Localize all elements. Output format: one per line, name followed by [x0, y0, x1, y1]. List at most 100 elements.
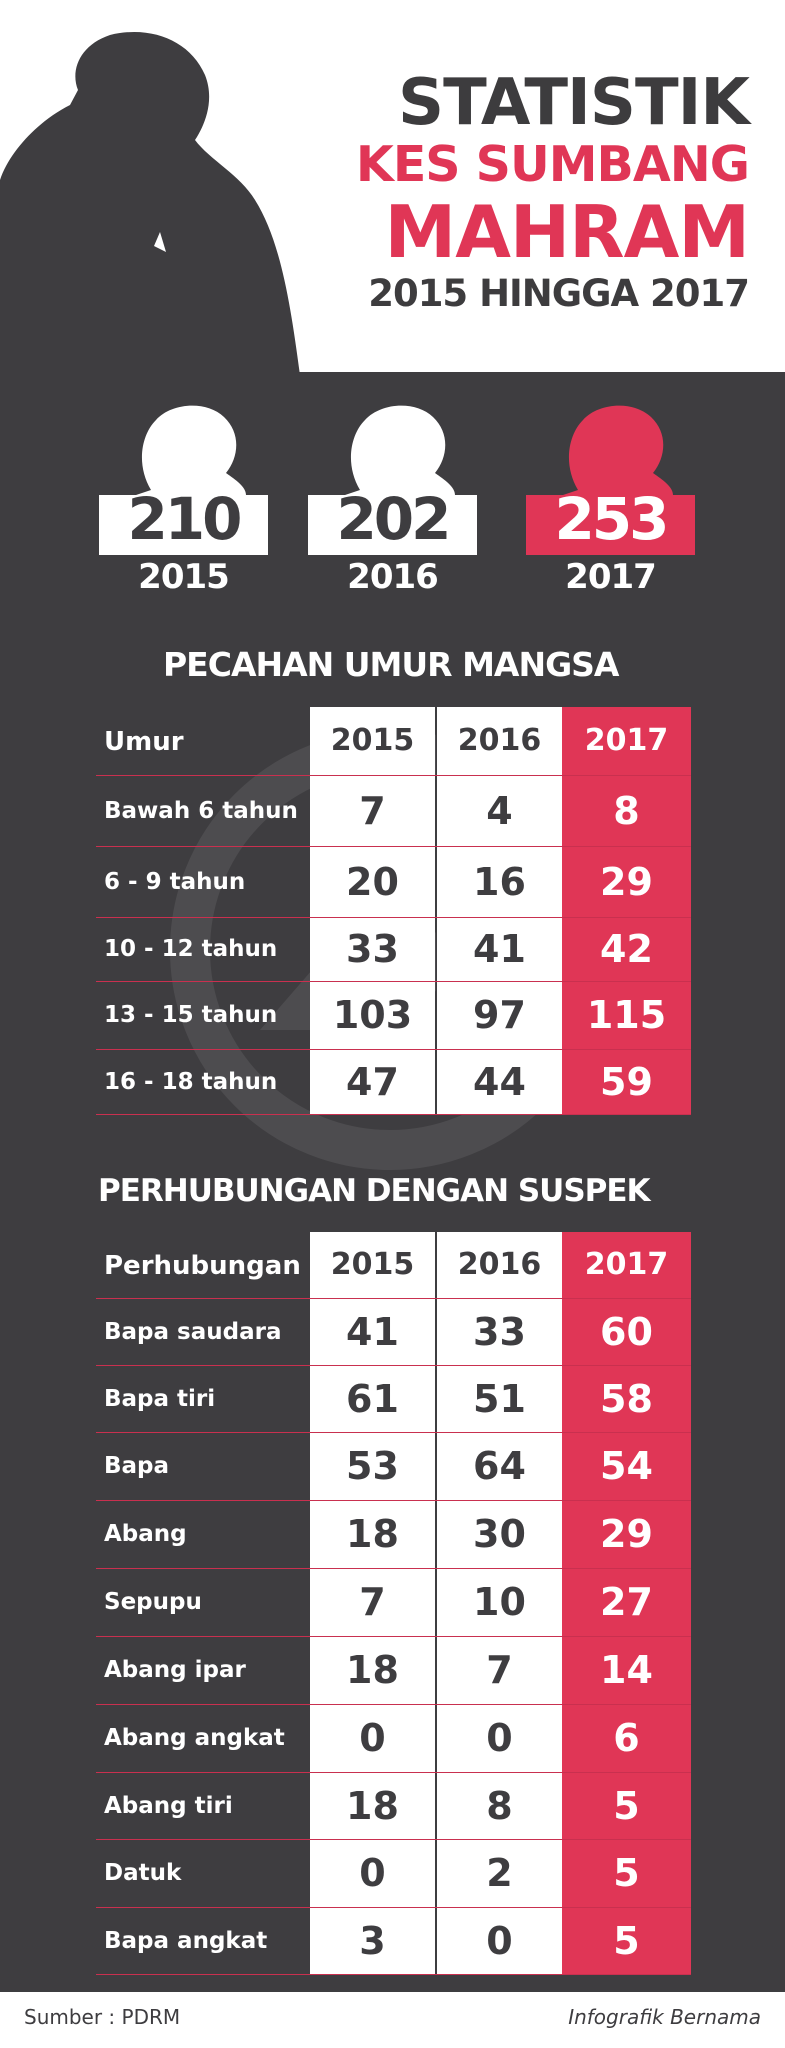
cell-2015: 47 — [310, 1050, 435, 1114]
row-label: Bapa saudara — [104, 1319, 282, 1345]
row-label: 13 - 15 tahun — [104, 1002, 278, 1028]
credit-note: Infografik Bernama — [568, 2005, 761, 2029]
cell-2017: 27 — [562, 1569, 691, 1636]
header-2017: 2017 — [562, 707, 691, 775]
cell-2015: 18 — [310, 1501, 435, 1568]
cell-2017: 42 — [562, 918, 691, 981]
cell-2016: 2 — [436, 1840, 562, 1907]
cell-2016: 10 — [436, 1569, 562, 1636]
table-row: Abang angkat 0 0 6 — [96, 1705, 691, 1773]
age-table: Umur 2015 2016 2017 Bawah 6 tahun 7 4 8 … — [96, 707, 691, 1115]
table-row: Bapa saudara 41 33 60 — [96, 1299, 691, 1366]
header-2015: 2015 — [310, 1232, 435, 1298]
cell-2016: 0 — [436, 1705, 562, 1772]
cell-2015: 7 — [310, 1569, 435, 1636]
cell-2015: 103 — [310, 982, 435, 1049]
woman-silhouette-icon — [0, 32, 300, 375]
title-line-3: MAHRAM — [384, 190, 750, 274]
cell-2015: 53 — [310, 1433, 435, 1500]
row-label: Sepupu — [104, 1589, 202, 1615]
table-row: Datuk 0 2 5 — [96, 1840, 691, 1908]
cell-2017: 29 — [562, 847, 691, 917]
cell-2015: 61 — [310, 1366, 435, 1432]
cell-2016: 33 — [436, 1299, 562, 1365]
header-label: Umur — [104, 727, 184, 757]
cell-2015: 0 — [310, 1705, 435, 1772]
header-2017: 2017 — [562, 1232, 691, 1298]
table-row: 10 - 12 tahun 33 41 42 — [96, 918, 691, 982]
total-value: 202 — [336, 485, 451, 553]
cell-2016: 64 — [436, 1433, 562, 1500]
header-2015: 2015 — [310, 707, 435, 775]
relation-table: Perhubungan 2015 2016 2017 Bapa saudara … — [96, 1232, 691, 1975]
title-block: STATISTIK KES SUMBANG MAHRAM 2015 HINGGA… — [329, 66, 750, 318]
cell-2016: 8 — [436, 1773, 562, 1839]
cell-2017: 6 — [562, 1705, 691, 1772]
header-2016: 2016 — [436, 1232, 562, 1298]
cell-2016: 16 — [436, 847, 562, 917]
cell-2017: 5 — [562, 1773, 691, 1839]
source-note: Sumber : PDRM — [24, 2005, 181, 2029]
total-year: 2015 — [138, 557, 230, 597]
row-label: 10 - 12 tahun — [104, 936, 278, 962]
cell-2015: 33 — [310, 918, 435, 981]
row-label: 6 - 9 tahun — [104, 869, 246, 895]
cell-2016: 97 — [436, 982, 562, 1049]
cell-2016: 0 — [436, 1908, 562, 1974]
silhouette-icon — [526, 405, 695, 555]
cell-2015: 18 — [310, 1773, 435, 1839]
title-line-1: STATISTIK — [398, 66, 750, 140]
total-year: 2016 — [347, 557, 439, 597]
row-label: Bapa tiri — [104, 1386, 216, 1412]
total-2016: 202 2016 — [305, 395, 480, 605]
cell-2017: 58 — [562, 1366, 691, 1432]
table-row: Bapa 53 64 54 — [96, 1433, 691, 1501]
table-header-row: Perhubungan 2015 2016 2017 — [96, 1232, 691, 1299]
cell-2017: 14 — [562, 1637, 691, 1704]
table-row: 13 - 15 tahun 103 97 115 — [96, 982, 691, 1050]
cell-2017: 29 — [562, 1501, 691, 1568]
total-year: 2017 — [565, 557, 657, 597]
row-label: 16 - 18 tahun — [104, 1069, 278, 1095]
cell-2017: 5 — [562, 1840, 691, 1907]
silhouette-icon — [99, 405, 268, 555]
total-2015: 210 2015 — [96, 395, 271, 605]
relation-table-title: PERHUBUNGAN DENGAN SUSPEK — [98, 1173, 651, 1209]
table-row: Bawah 6 tahun 7 4 8 — [96, 776, 691, 847]
cell-2017: 5 — [562, 1908, 691, 1974]
total-2017: 253 2017 — [523, 395, 698, 605]
cell-2016: 7 — [436, 1637, 562, 1704]
row-label: Bapa — [104, 1453, 170, 1479]
cell-2015: 3 — [310, 1908, 435, 1974]
cell-2016: 51 — [436, 1366, 562, 1432]
title-line-2: KES SUMBANG — [355, 136, 750, 193]
title-line-4: 2015 HINGGA 2017 — [368, 272, 750, 315]
row-label: Abang — [104, 1521, 187, 1547]
row-label: Bawah 6 tahun — [104, 798, 298, 824]
cell-2015: 18 — [310, 1637, 435, 1704]
table-row: Sepupu 7 10 27 — [96, 1569, 691, 1637]
cell-2017: 8 — [562, 776, 691, 846]
row-label: Bapa angkat — [104, 1928, 268, 1954]
silhouette-icon — [308, 405, 477, 555]
total-value: 210 — [127, 485, 242, 553]
cell-2017: 54 — [562, 1433, 691, 1500]
row-label: Datuk — [104, 1860, 182, 1886]
table-row: Abang tiri 18 8 5 — [96, 1773, 691, 1840]
table-row: 16 - 18 tahun 47 44 59 — [96, 1050, 691, 1115]
age-table-title: PECAHAN UMUR MANGSA — [163, 645, 619, 684]
cell-2015: 20 — [310, 847, 435, 917]
cell-2015: 7 — [310, 776, 435, 846]
row-label: Abang ipar — [104, 1657, 246, 1683]
row-label: Abang tiri — [104, 1793, 233, 1819]
total-value: 253 — [554, 485, 669, 553]
header-2016: 2016 — [436, 707, 562, 775]
cell-2016: 41 — [436, 918, 562, 981]
cell-2017: 115 — [562, 982, 691, 1049]
table-row: Abang 18 30 29 — [96, 1501, 691, 1569]
table-row: Bapa tiri 61 51 58 — [96, 1366, 691, 1433]
cell-2017: 59 — [562, 1050, 691, 1114]
table-header-row: Umur 2015 2016 2017 — [96, 707, 691, 776]
cell-2016: 44 — [436, 1050, 562, 1114]
